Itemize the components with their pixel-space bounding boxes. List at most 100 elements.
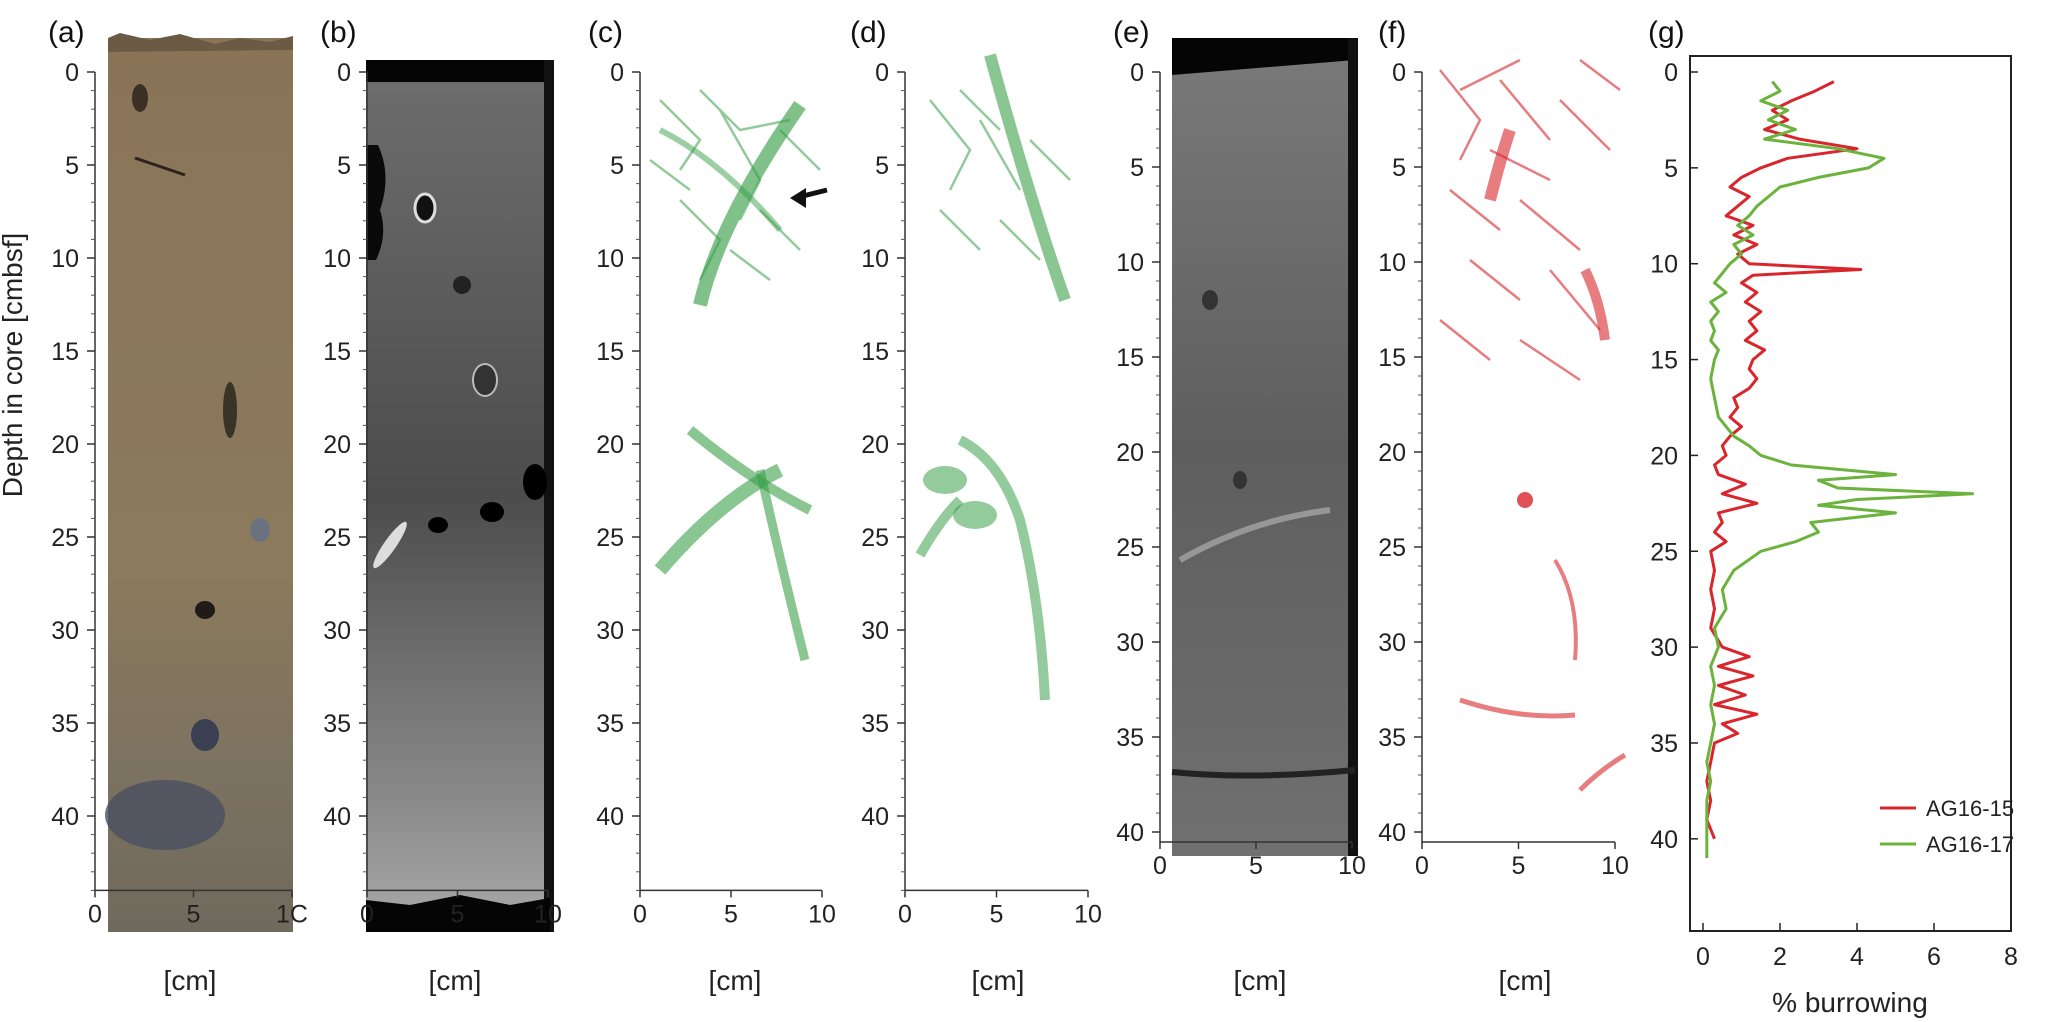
panel-b-ct-scan (366, 60, 554, 932)
panel-c-x-axis-label: [cm] (709, 965, 762, 996)
panel-a-x-axis-label: [cm] (164, 965, 217, 996)
panel-f-y-tick-label: 20 (1378, 439, 1406, 467)
panel-e-y-tick-label: 25 (1116, 534, 1144, 562)
panel-d-x-axis-label: [cm] (972, 965, 1025, 996)
panel-f-y-tick-label: 30 (1378, 629, 1406, 657)
panel-e-x-tick-label: 10 (1338, 852, 1366, 880)
panel-e-y-tick-label: 20 (1116, 439, 1144, 467)
panel-c-x-tick-label: 0 (633, 900, 647, 928)
panel-label-a: (a) (48, 16, 85, 49)
chart-x-tick-label: 8 (2004, 943, 2018, 971)
panel-e-y-tick-label: 35 (1116, 724, 1144, 752)
panel-d-x-tick-label: 5 (990, 900, 1004, 928)
panel-b-y-tick-label: 15 (323, 338, 351, 366)
panel-f-x-tick-label: 0 (1415, 852, 1429, 880)
depth-axis-label: Depth in core [cmbsf] (0, 233, 28, 498)
panel-c-y-tick-label: 25 (596, 524, 624, 552)
panel-axes: 0 5 10 15 20 25 30 35 40 0 5 1C [cm] 0 5 10 15 20 25 30 35 40… (51, 59, 1629, 996)
series-line-ag16-17 (1705, 80, 1974, 858)
panel-d-y-tick-label: 0 (875, 59, 889, 87)
panel-label-b: (b) (320, 16, 357, 49)
panel-f-y-tick-label: 35 (1378, 724, 1406, 752)
panel-f-y-tick-label: 0 (1392, 59, 1406, 87)
panel-d-y-tick-label: 15 (861, 338, 889, 366)
panel-e-y-tick-label: 40 (1116, 819, 1144, 847)
chart-y-tick-label: 25 (1650, 538, 1678, 566)
panel-label-g: (g) (1648, 16, 1685, 49)
panel-b-x-tick-label: 10 (534, 900, 562, 928)
panel-d-axes: 0 5 10 15 20 25 30 35 40 0 5 10 [cm] (861, 59, 1102, 996)
panel-e-x-tick-label: 0 (1153, 852, 1167, 880)
panel-a-y-tick-label: 0 (65, 59, 79, 87)
panel-d-y-tick-label: 20 (861, 431, 889, 459)
panel-e-y-tick-label: 15 (1116, 344, 1144, 372)
panel-e-ct-scan (1171, 38, 1358, 856)
panel-c-x-tick-label: 5 (724, 900, 738, 928)
panel-f-axes: 0 5 10 15 20 25 30 35 40 0 5 10 [cm] (1378, 59, 1629, 996)
panel-a-y-tick-label: 25 (51, 524, 79, 552)
chart-frame (1689, 55, 2012, 932)
panel-label-e: (e) (1113, 16, 1150, 49)
panel-label-c: (c) (588, 16, 623, 49)
panel-c-x-tick-label: 10 (808, 900, 836, 928)
chart-y-tick-label: 5 (1664, 155, 1678, 183)
panel-b-y-tick-label: 35 (323, 710, 351, 738)
panel-c-y-tick-label: 20 (596, 431, 624, 459)
panel-b-axes: 0 5 10 15 20 25 30 35 40 0 5 10 [cm] (323, 59, 562, 996)
panel-b-x-axis-label: [cm] (429, 965, 482, 996)
chart-y-tick-label: 15 (1650, 347, 1678, 375)
chart-y-tick-label: 35 (1650, 730, 1678, 758)
panel-f-y-tick-label: 10 (1378, 249, 1406, 277)
panel-c-y-tick-label: 10 (596, 245, 624, 273)
panel-a-y-tick-label: 5 (65, 152, 79, 180)
panel-b-y-tick-label: 25 (323, 524, 351, 552)
panel-e-y-tick-label: 10 (1116, 249, 1144, 277)
chart-y-tick-label: 30 (1650, 634, 1678, 662)
panel-d-y-tick-label: 5 (875, 152, 889, 180)
chart-y-tick-label: 40 (1650, 826, 1678, 854)
panel-label-f: (f) (1378, 16, 1406, 49)
chart-y-tick-label: 0 (1664, 59, 1678, 87)
panel-c-y-tick-label: 30 (596, 617, 624, 645)
panel-a-y-tick-label: 15 (51, 338, 79, 366)
panel-d-x-tick-label: 10 (1074, 900, 1102, 928)
panel-label-d: (d) (850, 16, 887, 49)
panel-a-x-tick-label: 5 (187, 900, 201, 928)
chart-y-tick-label: 10 (1650, 251, 1678, 279)
panel-f-x-tick-label: 10 (1601, 852, 1629, 880)
panel-e-y-tick-label: 30 (1116, 629, 1144, 657)
panel-a-y-tick-label: 10 (51, 245, 79, 273)
panel-a-x-tick-label: 1C (276, 900, 308, 928)
panel-b-y-tick-label: 20 (323, 431, 351, 459)
chart-x-tick-label: 2 (1773, 943, 1787, 971)
panel-a-y-tick-label: 30 (51, 617, 79, 645)
panel-a-core-photo (105, 33, 293, 932)
panel-f-burrow-render (1439, 58, 1627, 792)
panel-e-x-tick-label: 5 (1249, 852, 1263, 880)
legend-entry-label: AG16-17 (1926, 832, 2014, 857)
panel-f-x-axis-label: [cm] (1499, 965, 1552, 996)
chart-series-lines (1705, 80, 1974, 858)
panel-d-y-tick-label: 40 (861, 803, 889, 831)
panel-d-y-tick-label: 25 (861, 524, 889, 552)
panel-c-burrow-render (649, 89, 828, 662)
panel-f-y-tick-label: 5 (1392, 154, 1406, 182)
panel-d-y-tick-label: 30 (861, 617, 889, 645)
panel-e-axes: 0 5 10 15 20 25 30 35 40 0 5 10 [cm] (1116, 59, 1366, 996)
chart-ticks: 0 5 10 15 20 25 30 35 40 0 2 4 6 8 (1650, 59, 2018, 971)
legend-entry-label: AG16-15 (1926, 796, 2014, 821)
panel-a-y-tick-label: 20 (51, 431, 79, 459)
panel-e-y-tick-label: 0 (1130, 59, 1144, 87)
panel-a-y-tick-label: 40 (51, 803, 79, 831)
panel-d-y-tick-label: 35 (861, 710, 889, 738)
chart-legend: AG16-15 AG16-17 (1880, 796, 2014, 857)
panel-b-y-tick-label: 5 (337, 152, 351, 180)
panel-c-y-tick-label: 40 (596, 803, 624, 831)
panel-a-axes: 0 5 10 15 20 25 30 35 40 0 5 1C [cm] (51, 59, 308, 996)
panel-f-y-tick-label: 25 (1378, 534, 1406, 562)
panel-a-x-tick-label: 0 (88, 900, 102, 928)
panel-c-axes: 0 5 10 15 20 25 30 35 40 0 5 10 [cm] (596, 59, 836, 996)
panel-e-y-tick-label: 5 (1130, 154, 1144, 182)
series-line-ag16-15 (1705, 80, 1863, 840)
